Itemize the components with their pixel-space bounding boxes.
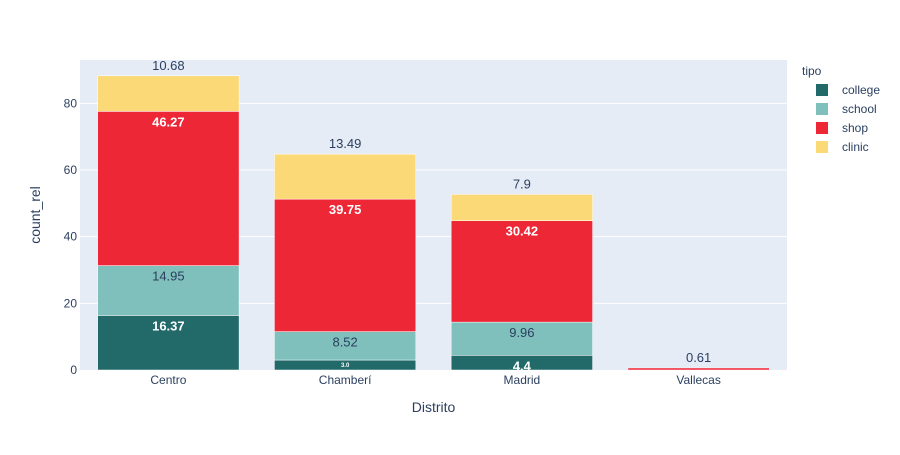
bar-clinic — [450, 194, 593, 221]
bar-label-clinic: 13.49 — [329, 136, 362, 151]
y-tick-label: 40 — [64, 230, 78, 244]
bar-clinic — [97, 75, 240, 112]
bar-shop — [450, 220, 593, 323]
bar-college — [97, 315, 240, 371]
bar-clinic — [274, 153, 417, 200]
bar-label-school: 14.95 — [152, 269, 185, 284]
legend-label-clinic: clinic — [842, 140, 869, 154]
x-tick-label: Chamberí — [319, 373, 372, 387]
bar-label-clinic: 10.68 — [152, 58, 185, 73]
legend-label-school: school — [842, 102, 877, 116]
y-tick-label: 60 — [64, 163, 78, 177]
bar-label-school: 8.52 — [332, 335, 357, 350]
legend-label-shop: shop — [842, 121, 868, 135]
legend-swatch-shop — [816, 122, 828, 134]
legend-swatch-college — [816, 84, 828, 96]
bar-label-clinic: 7.9 — [513, 176, 531, 191]
y-axis-ticks: 0 20 40 60 80 — [64, 96, 78, 377]
y-axis-title: count_rel — [27, 186, 43, 244]
x-axis-ticks: Centro Chamberí Madrid Vallecas — [150, 373, 721, 387]
bars-layer — [97, 75, 770, 371]
legend-label-college: college — [842, 83, 880, 97]
bar-label-college: 16.37 — [152, 318, 185, 333]
legend-swatch-school — [816, 103, 828, 115]
y-tick-label: 80 — [64, 96, 78, 110]
bar-shop — [97, 111, 240, 266]
bar-shop — [627, 367, 770, 371]
bar-school — [274, 331, 417, 361]
x-tick-label: Centro — [150, 373, 186, 387]
bar-labels-layer: 16.37 14.95 46.27 10.68 3.0 8.52 39.75 13.49 4.4… — [152, 58, 711, 374]
bar-label-college: 4.4 — [513, 358, 532, 373]
bar-label-shop: 30.42 — [506, 224, 539, 239]
x-axis-title: Distrito — [412, 399, 456, 415]
bar-label-shop: 39.75 — [329, 202, 362, 217]
bar-shop — [274, 198, 417, 332]
legend-swatch-clinic — [816, 141, 828, 153]
bar-label-school: 9.96 — [509, 325, 534, 340]
bar-school — [97, 265, 240, 316]
legend-title: tipo — [802, 64, 822, 78]
bar-label-shop: 0.61 — [686, 350, 711, 365]
bar-school — [450, 321, 593, 356]
y-tick-label: 20 — [64, 296, 78, 310]
legend-items: college school shop clinic — [816, 83, 880, 154]
x-tick-label: Vallecas — [676, 373, 720, 387]
legend: tipo college school shop clinic — [802, 64, 880, 154]
bar-label-shop: 46.27 — [152, 114, 185, 129]
x-tick-label: Madrid — [504, 373, 541, 387]
y-tick-label: 0 — [70, 363, 77, 377]
bar-label-college: 3.0 — [341, 363, 350, 369]
